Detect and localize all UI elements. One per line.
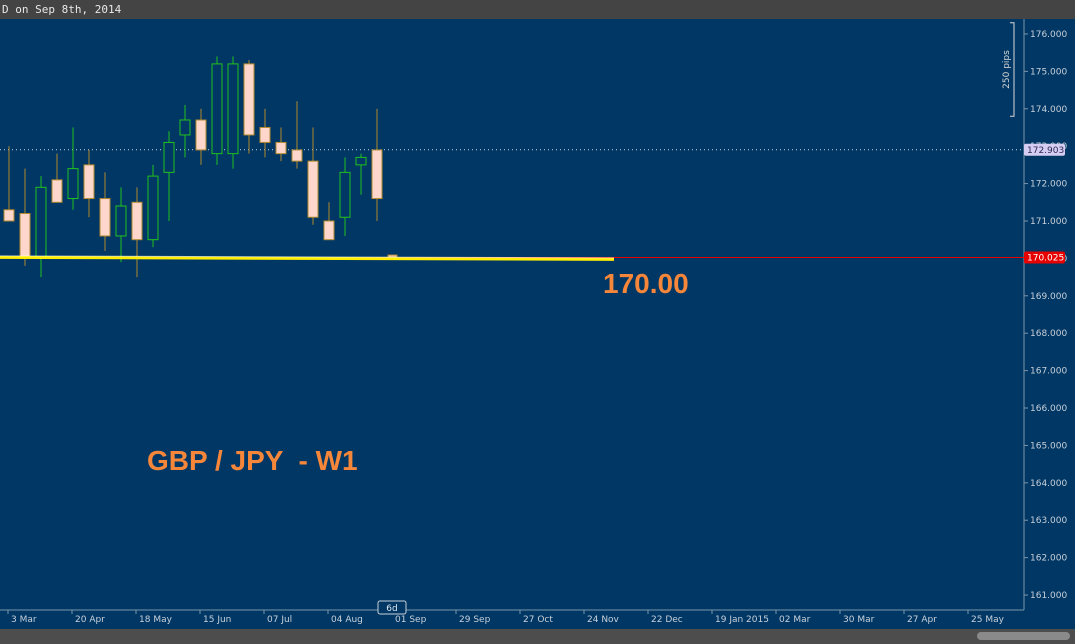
- x-tick-label: 22 Dec: [651, 615, 683, 625]
- y-tick-label: 165.000: [1030, 441, 1067, 451]
- x-tick-label: 24 Nov: [587, 615, 620, 625]
- level-annotation: 170.00: [603, 268, 689, 299]
- candle-body-bull: [339, 171, 351, 218]
- x-tick-label: 04 Aug: [331, 615, 363, 625]
- x-tick-label: 29 Sep: [459, 615, 491, 625]
- chart-title: D on Sep 8th, 2014: [2, 3, 122, 16]
- current-price-tag-label: 172.903: [1027, 146, 1064, 156]
- candle-body-bear: [83, 164, 95, 200]
- x-tick-label: 07 Jul: [267, 615, 292, 625]
- x-tick-label: 18 May: [139, 615, 173, 625]
- y-tick-label: 174.000: [1030, 105, 1067, 115]
- y-tick-label: 161.000: [1030, 591, 1067, 601]
- candle-body-bear: [131, 201, 143, 241]
- scroll-bar[interactable]: [0, 629, 1075, 644]
- x-tick-label: 01 Sep: [395, 615, 427, 625]
- y-tick-label: 162.000: [1030, 554, 1067, 564]
- candle-body-bear: [323, 220, 335, 241]
- scroll-thumb[interactable]: [977, 632, 1070, 640]
- x-tick-label: 02 Mar: [779, 615, 811, 625]
- price-axis-panel: [1024, 19, 1075, 629]
- candle-body-bear: [371, 149, 383, 200]
- y-tick-label: 163.000: [1030, 516, 1067, 526]
- candle-body-bear: [19, 213, 31, 259]
- candle-body-bear: [99, 198, 111, 237]
- time-axis-panel: [0, 610, 1024, 629]
- candle-body-bull: [355, 156, 367, 166]
- y-tick-label: 166.000: [1030, 404, 1067, 414]
- y-tick-label: 175.000: [1030, 67, 1067, 77]
- candle-body-bear: [275, 141, 287, 155]
- y-tick-label: 176.000: [1030, 30, 1067, 40]
- y-tick-label: 171.000: [1030, 217, 1067, 227]
- candle-body-bull: [147, 175, 159, 241]
- candle-body-bear: [243, 63, 255, 136]
- candle-body-bull: [115, 205, 127, 237]
- x-tick-label: 30 Mar: [843, 615, 875, 625]
- candle-body-bull: [163, 141, 175, 173]
- candle-body-bull: [67, 168, 79, 200]
- time-marker-label: 6d: [386, 604, 397, 614]
- candle-body-bear: [259, 126, 271, 143]
- x-tick-label: 3 Mar: [11, 615, 37, 625]
- x-tick-label: 27 Oct: [523, 615, 553, 625]
- candle-body-bear: [291, 149, 303, 162]
- price-line-tag-label: 170.025: [1027, 253, 1064, 263]
- candle-body-bear: [307, 160, 319, 218]
- x-tick-label: 20 Apr: [75, 615, 105, 625]
- candle-body-bear: [195, 119, 207, 151]
- candle-body-bear: [3, 209, 15, 222]
- support-level-line[interactable]: [0, 255, 615, 261]
- pips-ruler-label: 250 pips: [1002, 50, 1012, 89]
- time-marker-box: [377, 600, 407, 615]
- candlestick-series: [3, 56, 398, 278]
- price-line-tag: [1024, 251, 1065, 264]
- y-tick-label: 164.000: [1030, 479, 1067, 489]
- x-tick-label: 27 Apr: [907, 615, 937, 625]
- candle-body-bull: [227, 63, 239, 155]
- y-tick-label: 167.000: [1030, 367, 1067, 377]
- support-level-line-shadow: [0, 255, 615, 259]
- x-tick-label: 19 Jan 2015: [715, 615, 769, 625]
- current-price-tag: [1024, 143, 1065, 156]
- x-tick-label: 15 Jun: [203, 615, 231, 625]
- x-tick-label: 25 May: [971, 615, 1005, 625]
- plot-background: [0, 19, 1024, 610]
- y-tick-label: 172.000: [1030, 180, 1067, 190]
- y-tick-label: 168.000: [1030, 329, 1067, 339]
- y-tick-label: 169.000: [1030, 292, 1067, 302]
- chart-title-bar: D on Sep 8th, 2014: [0, 0, 1075, 19]
- candle-body-bear: [51, 179, 63, 203]
- x-axis-ticks: 3 Mar 20 Apr 18 May 15 Jun 07 Jul 04 Aug 01 Se…: [7, 610, 1005, 625]
- candle-body-bull: [211, 63, 223, 155]
- candle-body-bull: [179, 119, 191, 136]
- y-axis-ticks: 176.000175.000174.000173.000172.000171.0…: [1024, 30, 1067, 601]
- pair-annotation: GBP / JPY - W1: [147, 445, 358, 476]
- pips-ruler-bracket: [1010, 22, 1015, 117]
- candle-body-bull: [35, 186, 47, 259]
